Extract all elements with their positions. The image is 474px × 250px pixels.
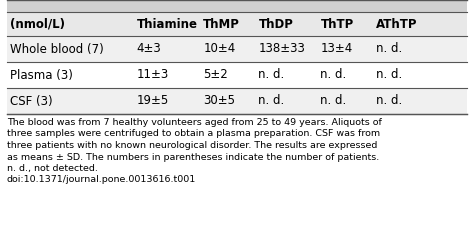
Bar — [7, 12, 467, 36]
Text: Whole blood (7): Whole blood (7) — [10, 42, 104, 56]
Text: ThMP: ThMP — [203, 18, 240, 30]
Bar — [7, 62, 467, 88]
Bar — [7, 0, 467, 12]
Text: CSF (3): CSF (3) — [10, 94, 53, 108]
Text: Thiamine: Thiamine — [137, 18, 198, 30]
Text: n. d.: n. d. — [320, 94, 347, 108]
Text: n. d.: n. d. — [258, 94, 285, 108]
Text: ThDP: ThDP — [258, 18, 293, 30]
Text: three samples were centrifuged to obtain a plasma preparation. CSF was from: three samples were centrifuged to obtain… — [7, 130, 380, 138]
Text: n. d.: n. d. — [258, 68, 285, 82]
Text: n. d., not detected.: n. d., not detected. — [7, 164, 98, 173]
Bar — [7, 36, 467, 62]
Text: n. d.: n. d. — [376, 94, 402, 108]
Text: 4±3: 4±3 — [137, 42, 161, 56]
Text: 138±33: 138±33 — [258, 42, 305, 56]
Text: 30±5: 30±5 — [203, 94, 235, 108]
Text: AThTP: AThTP — [376, 18, 417, 30]
Text: Plasma (3): Plasma (3) — [10, 68, 73, 82]
Text: (nmol/L): (nmol/L) — [10, 18, 65, 30]
Bar — [7, 88, 467, 114]
Text: n. d.: n. d. — [376, 42, 402, 56]
Text: 19±5: 19±5 — [137, 94, 169, 108]
Text: ThTP: ThTP — [320, 18, 354, 30]
Text: n. d.: n. d. — [376, 68, 402, 82]
Text: The blood was from 7 healthy volunteers aged from 25 to 49 years. Aliquots of: The blood was from 7 healthy volunteers … — [7, 118, 382, 127]
Text: 10±4: 10±4 — [203, 42, 236, 56]
Text: n. d.: n. d. — [320, 68, 347, 82]
Text: three patients with no known neurological disorder. The results are expressed: three patients with no known neurologica… — [7, 141, 377, 150]
Text: 11±3: 11±3 — [137, 68, 169, 82]
Text: as means ± SD. The numbers in parentheses indicate the number of patients.: as means ± SD. The numbers in parenthese… — [7, 152, 379, 162]
Text: 13±4: 13±4 — [320, 42, 353, 56]
Text: 5±2: 5±2 — [203, 68, 228, 82]
Text: doi:10.1371/journal.pone.0013616.t001: doi:10.1371/journal.pone.0013616.t001 — [7, 176, 196, 184]
